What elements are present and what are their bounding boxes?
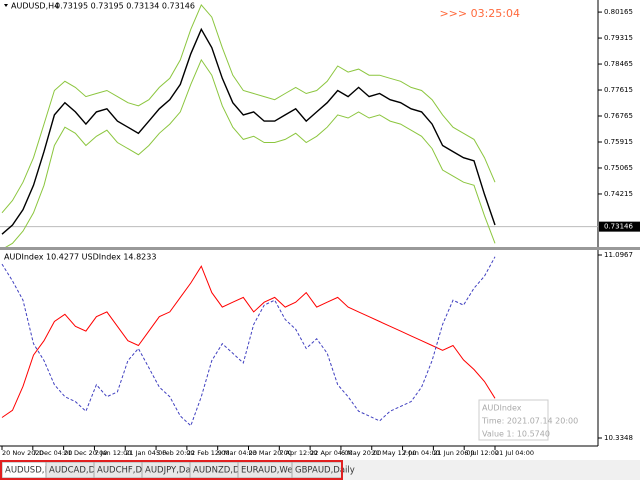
x-tick-label: 6 Jul 12:00 [464, 449, 499, 457]
tooltip-value: Value 1: 10.5740 [482, 430, 550, 439]
x-tick-label: 21 Jun 20:00 [433, 449, 474, 457]
x-tick-label: 21 May 12:00 [372, 449, 417, 457]
series-line [1, 27, 496, 235]
tooltip-title: AUDIndex [482, 404, 522, 413]
y-tick-label: 0.75915 [604, 138, 633, 146]
tab-label[interactable]: AUDCHF,Daily [97, 466, 157, 476]
x-tick-label: 5 Feb 20:00 [156, 449, 195, 457]
tooltip [478, 399, 549, 441]
x-tick-label: 6 May 20:00 [341, 449, 381, 457]
tab-label[interactable]: EURAUD,Weekly [241, 466, 310, 476]
tab-label[interactable]: AUDJPY,Daily [145, 466, 200, 476]
series-line [5, 58, 496, 247]
y-tick-label: 10.3348 [604, 434, 633, 442]
y-tick-label: 0.78465 [604, 60, 633, 68]
price-tag [599, 221, 640, 232]
x-tick-label: 22 Apr 04:00 [310, 449, 352, 457]
menu-arrow [4, 4, 8, 7]
timer: >>> 03:25:04 [439, 7, 520, 20]
ohlc-label: 0.73195 0.73195 0.73134 0.73146 [55, 2, 195, 11]
x-tick-label: 21 Dec 20:00 [64, 449, 108, 457]
pane-separator [0, 247, 640, 250]
x-tick-label: 22 Feb 12:00 [187, 449, 230, 457]
x-tick-label: 9 Mar 04:00 [218, 449, 257, 457]
y-tick-label: 0.80165 [604, 8, 633, 16]
y-tick-label: 0.77615 [604, 86, 633, 94]
series-line [1, 256, 496, 427]
y-tick-label: 11.0967 [604, 251, 633, 259]
tab-highlight [0, 460, 343, 480]
series-line [1, 3, 496, 214]
tab-label[interactable]: AUDCAD,Daily [49, 466, 110, 476]
x-tick-label: 20 Nov 2020 [2, 449, 44, 457]
price-tag-label: 0.73146 [604, 223, 633, 231]
y-tick-label: 0.75065 [604, 164, 633, 172]
tab-label[interactable]: AUDUSD,H4 [5, 466, 56, 476]
x-tick-label: 21 Jan 04:00 [125, 449, 166, 457]
indicator-label: AUDIndex 10.4277 USDIndex 14.8233 [4, 253, 156, 262]
x-tick-label: 21 Jul 04:00 [495, 449, 534, 457]
tooltip-time: Time: 2021.07.14 20:00 [481, 417, 578, 426]
y-tick-label: 0.76765 [604, 112, 633, 120]
x-tick-label: 23 Mar 20:00 [249, 449, 292, 457]
series-line [1, 265, 496, 418]
x-tick-label: 7 Jun 04:00 [403, 449, 440, 457]
x-tick-label: 7 Dec 04:00 [33, 449, 73, 457]
x-tick-label: 7 Jan 12:00 [94, 449, 131, 457]
symbol-label: AUDUSD,H4 [11, 2, 59, 11]
tab-label[interactable]: GBPAUD,Daily [295, 466, 355, 476]
tab-label[interactable]: AUDNZD,Daily [193, 466, 255, 476]
x-tick-label: 7 Apr 12:00 [279, 449, 317, 457]
y-tick-label: 0.79315 [604, 34, 633, 42]
chart-bg [0, 0, 640, 460]
y-tick-label: 0.74215 [604, 190, 633, 198]
